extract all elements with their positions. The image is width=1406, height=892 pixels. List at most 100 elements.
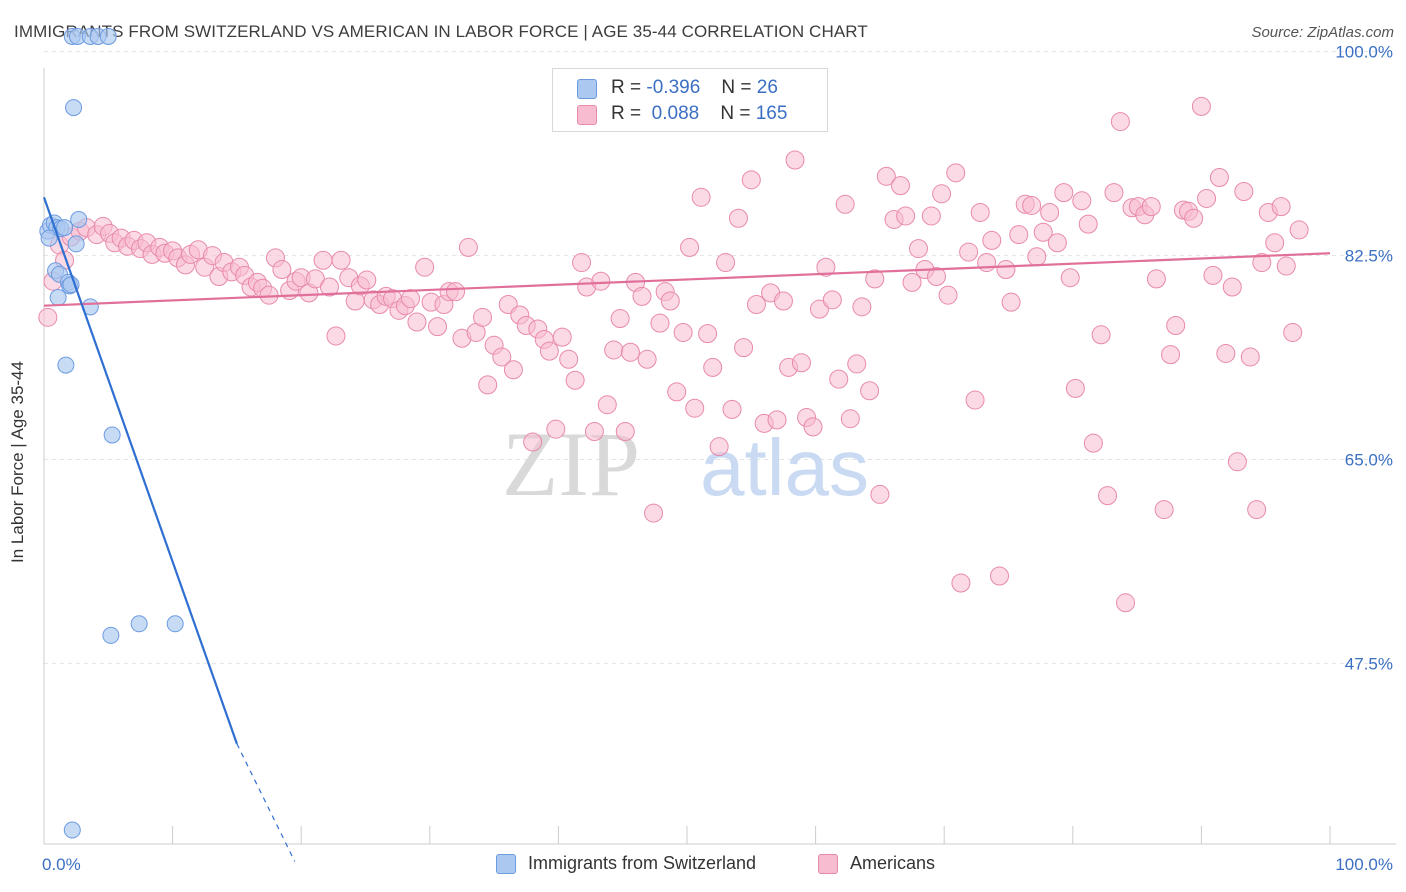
americans-point [709, 437, 729, 457]
legend-n-label: N = [721, 77, 752, 98]
switzerland-point [49, 289, 67, 307]
americans-point [1078, 214, 1098, 234]
switzerland-point [57, 356, 75, 374]
americans-point [1234, 181, 1254, 201]
americans-point [1060, 268, 1080, 288]
americans-point [1072, 191, 1092, 211]
americans-point [982, 230, 1002, 250]
americans-point [951, 573, 971, 593]
americans-point [791, 353, 811, 373]
americans-point [1022, 195, 1042, 215]
americans-point [407, 312, 427, 332]
americans-point [632, 286, 652, 306]
americans-point [38, 307, 58, 327]
americans-point [313, 250, 333, 270]
americans-point [650, 313, 670, 333]
americans-point [559, 349, 579, 369]
americans-point [691, 187, 711, 207]
x-tick-label: 0.0% [42, 855, 81, 874]
switzerland-trend-extension [236, 743, 296, 862]
americans-point [946, 163, 966, 183]
switzerland-points [39, 28, 184, 839]
x-tick-labels: 0.0% 100.0% [42, 855, 1393, 874]
americans-point [716, 253, 736, 273]
americans-point [785, 150, 805, 170]
americans-point [890, 176, 910, 196]
americans-point [272, 260, 292, 280]
switzerland-point [65, 99, 83, 117]
americans-point [1065, 378, 1085, 398]
americans-point [860, 381, 880, 401]
americans-point [1001, 292, 1021, 312]
americans-point [1098, 486, 1118, 506]
americans-point [1222, 277, 1242, 297]
americans-point [902, 272, 922, 292]
y-tick-labels: 47.5% 65.0% 82.5% 100.0% [1335, 43, 1393, 674]
americans-point [1027, 247, 1047, 267]
americans-point [767, 410, 787, 430]
americans-point [478, 375, 498, 395]
americans-point [1197, 188, 1217, 208]
americans-point [1247, 500, 1267, 520]
americans-point [673, 322, 693, 342]
americans-point [809, 299, 829, 319]
americans-point [1009, 225, 1029, 245]
americans-point [959, 242, 979, 262]
americans-point [847, 354, 867, 374]
americans-point [852, 297, 872, 317]
switzerland-point [102, 626, 120, 644]
americans-point [829, 369, 849, 389]
americans-point [840, 409, 860, 429]
switzerland-point [130, 615, 148, 633]
americans-point [637, 349, 657, 369]
watermark-atlas: atlas [700, 423, 869, 512]
americans-point [1227, 452, 1247, 472]
americans-point [1283, 322, 1303, 342]
americans-point [938, 285, 958, 305]
americans-point [926, 267, 946, 287]
americans-point [896, 206, 916, 226]
switzerland-point [166, 615, 184, 633]
source-label: Source: ZipAtlas.com [1251, 24, 1394, 41]
americans-point [305, 269, 325, 289]
switzerland-point [70, 210, 88, 228]
y-tick-label: 100.0% [1335, 43, 1393, 62]
americans-point [1154, 500, 1174, 520]
bottom-legend-label: Immigrants from Switzerland [528, 853, 757, 873]
americans-point [615, 422, 635, 442]
y-tick-label: 47.5% [1345, 654, 1393, 673]
legend-swatch-americans [577, 105, 597, 125]
legend-n-value: 26 [756, 77, 778, 98]
americans-point [908, 239, 928, 259]
stats-legend: R = -0.396 N = 26 R = 0.088 N = 165 [552, 68, 828, 132]
x-tick-label: 100.0% [1335, 855, 1393, 874]
switzerland-point [40, 229, 58, 247]
americans-point [996, 260, 1016, 280]
americans-point [1033, 222, 1053, 242]
americans-point [773, 291, 793, 311]
legend-swatch-switzerland [577, 79, 597, 99]
switzerland-trend-line [42, 196, 238, 745]
americans-point [1289, 220, 1309, 240]
americans-point [1216, 343, 1236, 363]
americans-point [591, 271, 611, 291]
americans-point [1141, 197, 1161, 217]
y-tick-label: 65.0% [1345, 450, 1393, 469]
americans-point [523, 432, 543, 452]
americans-point [620, 342, 640, 362]
americans-point [1091, 325, 1111, 345]
americans-point [741, 170, 761, 190]
americans-point [565, 370, 585, 390]
americans-point [492, 347, 512, 367]
americans-point [458, 237, 478, 257]
americans-point [816, 257, 836, 277]
americans-point [610, 308, 630, 328]
americans-point [1252, 253, 1272, 273]
legend-r-label: R = [611, 77, 642, 98]
americans-point [357, 270, 377, 290]
americans-point [415, 257, 435, 277]
americans-point [667, 382, 687, 402]
americans-point [1083, 433, 1103, 453]
americans-point [1047, 233, 1067, 253]
americans-point [1265, 233, 1285, 253]
